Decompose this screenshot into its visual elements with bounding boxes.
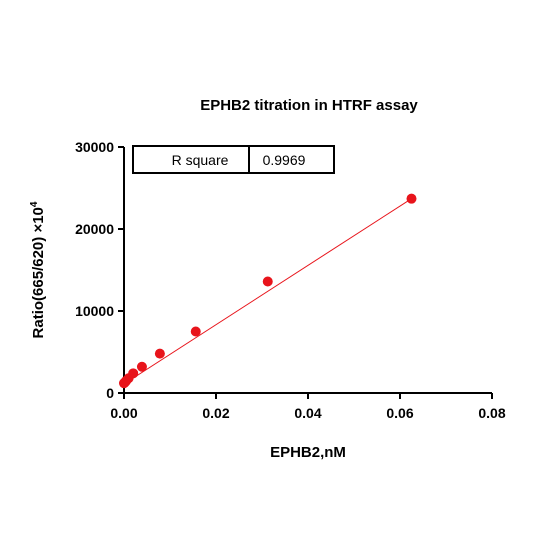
y-axis-label-main: Ratio(665/620) ×10 (30, 207, 47, 338)
x-tick-label: 0.06 (386, 405, 413, 421)
y-tick-label: 30000 (75, 139, 114, 155)
chart-title: EPHB2 titration in HTRF assay (200, 97, 418, 114)
data-point (262, 276, 273, 287)
y-tick-label: 10000 (75, 303, 114, 319)
r-square-table: R square 0.9969 (132, 145, 335, 174)
data-points (119, 193, 417, 389)
x-tick-label: 0.02 (202, 405, 229, 421)
y-tick-label: 0 (106, 385, 114, 401)
y-ticks: 0 10000 20000 30000 (75, 139, 124, 401)
r-square-label: R square (172, 152, 229, 168)
x-tick-label: 0.04 (294, 405, 321, 421)
x-ticks: 0.00 0.02 0.04 0.06 0.08 (110, 393, 506, 421)
x-tick-label: 0.00 (110, 405, 137, 421)
y-axis-label: Ratio(665/620) ×104 (29, 201, 47, 338)
fit-line (123, 198, 412, 385)
x-tick-label: 0.08 (478, 405, 505, 421)
data-point (136, 361, 147, 372)
x-axis-label: EPHB2,nM (270, 444, 346, 461)
data-point (154, 348, 165, 359)
data-point (406, 193, 417, 204)
data-point (190, 326, 201, 337)
r-square-value: 0.9969 (263, 152, 306, 168)
r-square-table-border (132, 145, 335, 174)
y-tick-label: 20000 (75, 221, 114, 237)
y-axis-label-exponent: 4 (29, 201, 40, 207)
data-point (128, 368, 139, 379)
